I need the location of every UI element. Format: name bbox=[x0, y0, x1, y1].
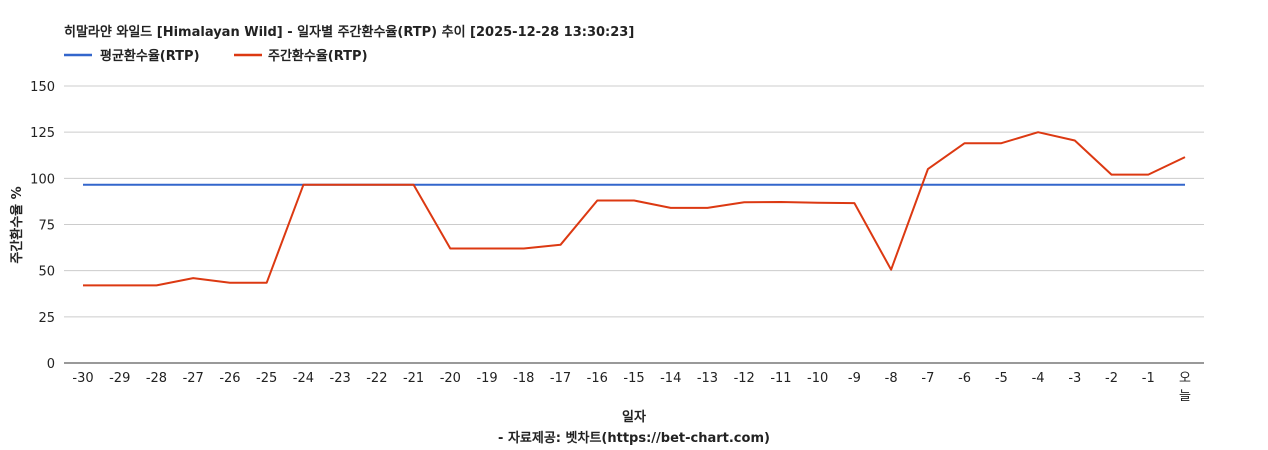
x-tick-label: -30 bbox=[72, 371, 93, 386]
x-tick-label: -5 bbox=[995, 371, 1008, 386]
x-tick-label: -3 bbox=[1068, 371, 1081, 386]
legend: 평균환수율(RTP) 주간환수율(RTP) bbox=[64, 48, 368, 64]
x-tick-label: -28 bbox=[146, 371, 167, 386]
x-tick-label: -21 bbox=[403, 371, 424, 386]
x-tick-label: -16 bbox=[587, 371, 608, 386]
series-lines bbox=[83, 131, 1186, 287]
y-tick-label: 125 bbox=[30, 126, 55, 141]
x-tick-label: -18 bbox=[513, 371, 534, 386]
x-tick-label: -20 bbox=[440, 371, 461, 386]
x-tick-label: -15 bbox=[623, 371, 644, 386]
x-tick-label: -23 bbox=[330, 371, 351, 386]
x-tick-label: -6 bbox=[958, 371, 971, 386]
x-tick-label: -8 bbox=[885, 371, 898, 386]
x-tick-label: -12 bbox=[734, 371, 755, 386]
y-tick-label: 150 bbox=[30, 80, 55, 95]
x-tick-label: -29 bbox=[109, 371, 130, 386]
x-tick-label: -13 bbox=[697, 371, 718, 386]
y-tick-label: 100 bbox=[30, 172, 55, 187]
x-tick-label: -7 bbox=[921, 371, 934, 386]
x-tick-label: -2 bbox=[1105, 371, 1118, 386]
source-credit: - 자료제공: 벳차트(https://bet-chart.com) bbox=[498, 430, 770, 446]
x-tick-label: -14 bbox=[660, 371, 681, 386]
y-axis-ticks: 0 25 50 75 100 125 150 bbox=[30, 80, 55, 372]
x-axis-ticks: -30 -29 -28 -27 -26 -25 -24 -23 -22 -21 -20 -19 -18 -… bbox=[72, 371, 1191, 404]
legend-label-average: 평균환수율(RTP) bbox=[100, 48, 200, 64]
x-tick-label: -22 bbox=[366, 371, 387, 386]
x-tick-label: -24 bbox=[293, 371, 314, 386]
y-axis-title: 주간환수율 % bbox=[9, 186, 25, 263]
gridlines bbox=[64, 85, 1204, 364]
x-tick-label: -10 bbox=[807, 371, 828, 386]
y-tick-label: 25 bbox=[38, 311, 55, 326]
x-tick-label: -11 bbox=[770, 371, 791, 386]
x-axis-title: 일자 bbox=[622, 410, 646, 425]
x-tick-label: -25 bbox=[256, 371, 277, 386]
chart-title: 히말라얀 와일드 [Himalayan Wild] - 일자별 주간환수율(RT… bbox=[64, 24, 634, 40]
x-tick-label: -19 bbox=[476, 371, 497, 386]
x-tick-label: -1 bbox=[1142, 371, 1155, 386]
x-tick-label: -17 bbox=[550, 371, 571, 386]
legend-label-weekly: 주간환수율(RTP) bbox=[268, 48, 368, 64]
x-tick-label: -4 bbox=[1032, 371, 1045, 386]
y-tick-label: 50 bbox=[38, 265, 55, 280]
series-line-1 bbox=[83, 131, 1186, 287]
x-tick-label: -27 bbox=[183, 371, 204, 386]
y-tick-label: 0 bbox=[47, 357, 55, 372]
y-tick-label: 75 bbox=[38, 219, 55, 234]
x-tick-label: -26 bbox=[219, 371, 240, 386]
x-tick-label: -9 bbox=[848, 371, 861, 386]
